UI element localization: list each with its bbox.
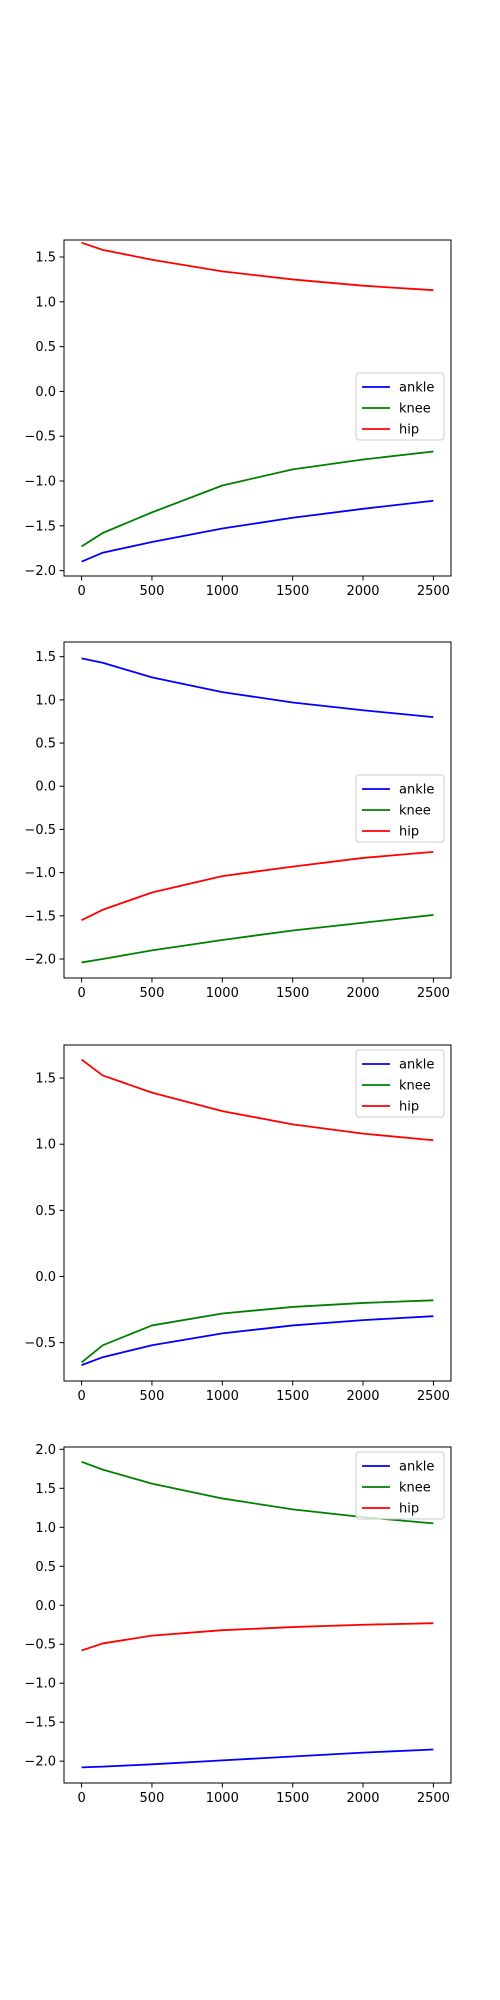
y-tick-label: 1.0 — [35, 295, 56, 310]
x-tick-label: 1000 — [206, 584, 239, 599]
legend: ankle knee hip — [355, 1451, 445, 1520]
legend-label-knee: knee — [399, 804, 431, 819]
y-tick-label: 1.0 — [35, 1138, 56, 1153]
legend-box — [355, 1451, 445, 1520]
y-tick-label: −1.5 — [24, 519, 56, 534]
x-tick-label: 500 — [140, 1791, 165, 1806]
legend-label-ankle: ankle — [399, 783, 434, 798]
x-tick-label: 500 — [140, 986, 165, 1001]
x-tick-label: 2000 — [346, 584, 379, 599]
y-tick-label: 1.5 — [35, 650, 56, 665]
x-tick-label: 1500 — [276, 986, 309, 1001]
x-tick-label: 2500 — [417, 1791, 450, 1806]
series-line-knee — [81, 1299, 434, 1364]
x-tick-label: 1000 — [206, 1791, 239, 1806]
y-tick-label: 1.0 — [35, 693, 56, 708]
y-tick-label: −2.0 — [24, 952, 56, 967]
axes-frame — [63, 1446, 452, 1784]
x-tick-label: 2000 — [346, 1791, 379, 1806]
legend-box — [355, 774, 445, 843]
x-tick-label: 0 — [77, 1389, 85, 1404]
y-tick-label: 1.5 — [35, 1482, 56, 1497]
x-tick-label: 1000 — [206, 986, 239, 1001]
legend-label-knee: knee — [399, 1079, 431, 1094]
legend-label-ankle: ankle — [399, 1460, 434, 1475]
y-tick-label: 0.5 — [35, 1204, 56, 1219]
legend-label-ankle: ankle — [399, 1058, 434, 1073]
y-tick-label: 1.0 — [35, 1521, 56, 1536]
y-tick-label: 2.0 — [35, 1443, 56, 1458]
series-line-hip — [81, 1622, 434, 1652]
legend: ankle knee hip — [355, 774, 445, 843]
y-tick-label: −0.5 — [24, 1336, 56, 1351]
series-line-hip — [81, 850, 434, 921]
y-tick-label: 0.0 — [35, 1599, 56, 1614]
y-tick-label: 0.5 — [35, 737, 56, 752]
y-tick-label: 0.0 — [35, 780, 56, 795]
subplot-1: 0 500 1000 1500 2000 2500 −2.0 −1.5 −1.0 −0.5 0.0 0… — [24, 239, 452, 599]
subplot-3: 0 500 1000 1500 2000 2500 −0.5 0.0 0.5 1.0 1.5 ankl… — [24, 1044, 452, 1404]
axes-frame — [63, 641, 452, 979]
y-tick-label: −2.0 — [24, 564, 56, 579]
x-tick-label: 0 — [77, 584, 85, 599]
legend-label-knee: knee — [399, 1481, 431, 1496]
subplot-4: 0 500 1000 1500 2000 2500 −2.0 −1.5 −1.0 −0.5 0.0 0… — [24, 1443, 452, 1806]
x-tick-label: 1500 — [276, 1389, 309, 1404]
x-tick-label: 1500 — [276, 1791, 309, 1806]
y-tick-label: 1.5 — [35, 251, 56, 266]
x-tick-label: 1500 — [276, 584, 309, 599]
legend-label-hip: hip — [399, 1100, 419, 1115]
x-tick-label: 2000 — [346, 986, 379, 1001]
series-line-knee — [81, 450, 434, 548]
x-tick-label: 2500 — [417, 1389, 450, 1404]
x-tick-label: 500 — [140, 584, 165, 599]
series-line-knee — [81, 914, 434, 964]
y-tick-label: −0.5 — [24, 430, 56, 445]
y-tick-label: −1.0 — [24, 475, 56, 490]
y-tick-label: 0.0 — [35, 1270, 56, 1285]
series-line-ankle — [81, 499, 434, 563]
y-tick-label: 0.5 — [35, 340, 56, 355]
legend-box — [355, 372, 445, 441]
legend-label-hip: hip — [399, 825, 419, 840]
y-tick-label: −2.0 — [24, 1755, 56, 1770]
series-line-hip — [81, 1058, 434, 1142]
legend-label-knee: knee — [399, 402, 431, 417]
axes-frame — [63, 1044, 452, 1382]
legend: ankle knee hip — [355, 1049, 445, 1118]
y-tick-label: −1.5 — [24, 1716, 56, 1731]
legend-label-hip: hip — [399, 423, 419, 438]
legend-label-ankle: ankle — [399, 381, 434, 396]
series-line-ankle — [81, 1748, 434, 1769]
y-tick-label: −1.0 — [24, 1677, 56, 1692]
subplot-2: 0 500 1000 1500 2000 2500 −2.0 −1.5 −1.0 −0.5 0.0 0… — [24, 641, 452, 1001]
y-tick-label: −1.0 — [24, 866, 56, 881]
series-line-ankle — [81, 657, 434, 719]
x-tick-label: 2000 — [346, 1389, 379, 1404]
y-tick-label: 1.5 — [35, 1072, 56, 1087]
series-line-hip — [81, 241, 434, 292]
x-tick-label: 0 — [77, 986, 85, 1001]
y-tick-label: 0.5 — [35, 1560, 56, 1575]
y-tick-label: −0.5 — [24, 1638, 56, 1653]
legend-label-hip: hip — [399, 1502, 419, 1517]
x-tick-label: 1000 — [206, 1389, 239, 1404]
x-tick-label: 2500 — [417, 584, 450, 599]
x-tick-label: 500 — [140, 1389, 165, 1404]
legend: ankle knee hip — [355, 372, 445, 441]
series-line-ankle — [81, 1315, 434, 1366]
y-tick-label: −0.5 — [24, 823, 56, 838]
x-tick-label: 0 — [77, 1791, 85, 1806]
x-tick-label: 2500 — [417, 986, 450, 1001]
y-tick-label: −1.5 — [24, 909, 56, 924]
legend-box — [355, 1049, 445, 1118]
y-tick-label: 0.0 — [35, 385, 56, 400]
axes-frame — [63, 239, 452, 577]
